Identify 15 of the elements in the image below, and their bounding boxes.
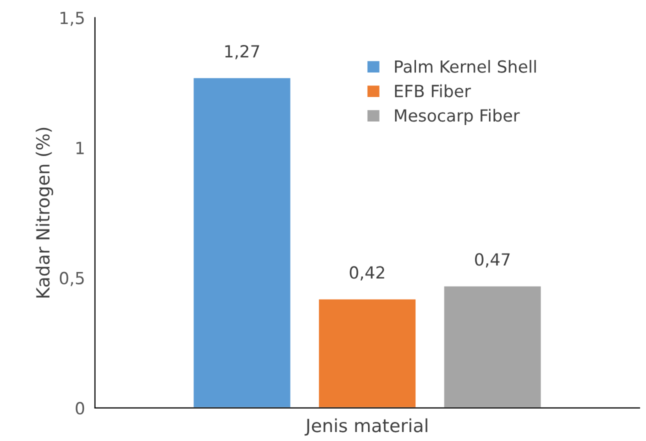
- y-tick-label: 0: [76, 402, 84, 414]
- x-axis-title: Jenis material: [304, 418, 428, 436]
- y-axis-title: Kadar Nitrogen (%): [36, 128, 54, 298]
- bar: [192, 76, 292, 408]
- bar: [442, 284, 542, 408]
- y-tick-label: 1: [76, 142, 84, 154]
- data-label: 0,42: [350, 266, 384, 280]
- y-tick-label: 1,5: [60, 12, 84, 26]
- bar: [318, 298, 417, 408]
- data-label: 1,27: [225, 44, 260, 60]
- legend-label: EFB Fiber: [395, 84, 471, 98]
- data-label: 0,47: [475, 253, 510, 268]
- legend-label: Mesocarp Fiber: [395, 108, 520, 126]
- y-tick-label: 0,5: [60, 272, 84, 286]
- legend-label: Palm Kernel Shell: [395, 60, 536, 73]
